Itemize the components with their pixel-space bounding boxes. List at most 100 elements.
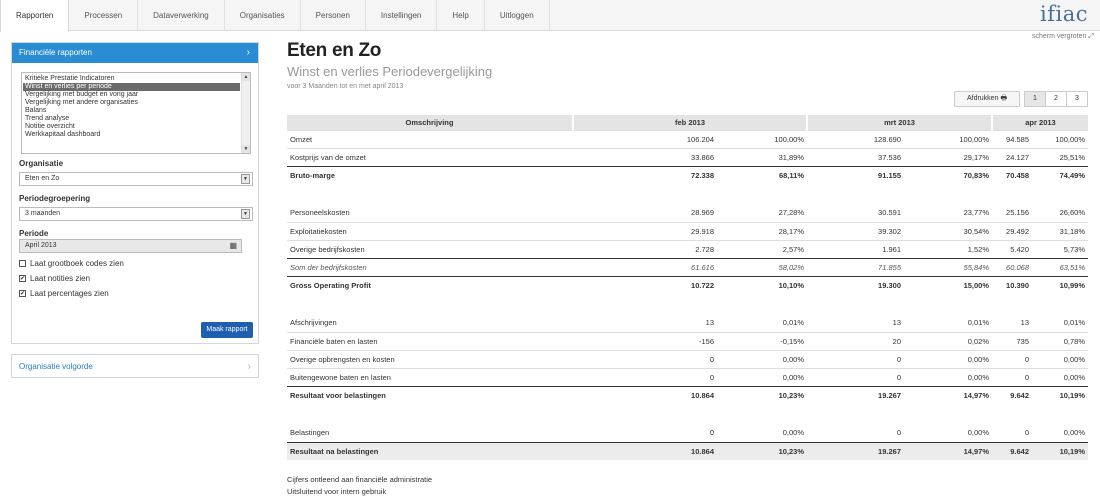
organisatie-volgorde-label: Organisatie volgorde — [19, 362, 93, 371]
nav-processen[interactable]: Processen — [69, 0, 139, 31]
screen-enlarge-link[interactable]: scherm vergroten ⤢ — [1032, 33, 1094, 41]
percent-cell — [1032, 184, 1088, 204]
table-row: Bruto-marge 72.338 68,11% 91.155 70,83% 70.45… — [287, 165, 1088, 184]
table-row: Resultaat voor belastingen 10.864 10,23% 19… — [287, 385, 1088, 404]
checkbox-box[interactable] — [19, 260, 26, 267]
percent-cell: 0,01% — [1063, 318, 1085, 328]
amount-cell: 0 — [896, 428, 901, 438]
row-label: Som der bedrijfskosten — [287, 257, 573, 276]
amount-cell: 9.642 — [992, 441, 1032, 460]
table-row: Resultaat na belastingen 10.864 10,23% 19.2… — [287, 441, 1088, 460]
page-1-button[interactable]: 1 — [1024, 91, 1046, 107]
checkbox-box-checked[interactable]: ✔ — [19, 290, 26, 297]
amount-cell — [992, 404, 1032, 424]
nav-instellingen[interactable]: Instellingen — [366, 0, 438, 31]
row-label: Personeelskosten — [290, 208, 350, 218]
amount-cell: 29.492 — [992, 221, 1032, 240]
nav-personen[interactable]: Personen — [301, 0, 366, 31]
nav-uitloggen[interactable]: Uitloggen — [485, 0, 550, 31]
percent-cell: 0,01% — [782, 318, 804, 328]
amount-cell: 19.267 — [807, 385, 904, 404]
expand-icon: ⤢ — [1088, 33, 1094, 40]
listbox-scrollbar[interactable]: ▲ ▼ — [241, 73, 250, 153]
amount-cell: 33.866 — [573, 147, 717, 166]
amount-cell: 10.390 — [992, 275, 1032, 294]
row-label — [287, 294, 573, 314]
table-row: Buitengewone baten en lasten 0 0,00% 0 0,00%… — [287, 367, 1088, 386]
amount-cell: 0 — [573, 349, 717, 368]
report-item[interactable]: Kritieke Prestatie Indicatoren — [25, 75, 115, 82]
print-label: Afdrukken — [966, 95, 999, 102]
pnl-table: Omschrijving feb 2013 mrt 2013 apr 2013 … — [287, 115, 1088, 460]
scroll-down-icon[interactable]: ▼ — [242, 145, 250, 153]
table-row — [287, 184, 1088, 204]
amount-cell: 30.591 — [878, 208, 901, 218]
report-item[interactable]: Vergelijking met andere organisaties — [25, 99, 138, 106]
percent-cell: 63,51% — [1032, 257, 1088, 276]
periodegroepering-select[interactable]: 3 maanden ▼ — [19, 207, 253, 221]
maak-rapport-button[interactable]: Maak rapport — [201, 322, 253, 338]
dropdown-arrow-icon: ▼ — [241, 209, 250, 219]
checkbox-notities[interactable]: ✔ Laat notities zien — [19, 274, 90, 283]
amount-cell: 10.722 — [573, 275, 717, 294]
nav-rapporten[interactable]: Rapporten — [0, 0, 70, 32]
report-item[interactable]: Vergelijking met budget en vorig jaar — [25, 91, 139, 98]
periode-field[interactable]: April 2013 ▦ — [19, 239, 242, 253]
percent-cell: 70,83% — [904, 165, 992, 184]
page-3-button[interactable]: 3 — [1066, 91, 1088, 107]
percent-cell: 10,23% — [717, 385, 807, 404]
report-sidebar: Financiële rapporten › Kritieke Prestati… — [11, 42, 259, 344]
percent-cell: 2,57% — [717, 239, 807, 258]
periode-value: April 2013 — [25, 242, 57, 249]
checkbox-percentages[interactable]: ✔ Laat percentages zien — [19, 289, 109, 298]
nav-dataverwerking[interactable]: Dataverwerking — [138, 0, 225, 31]
checkbox-grootboek[interactable]: Laat grootboek codes zien — [19, 259, 124, 268]
amount-cell: 91.155 — [807, 165, 904, 184]
percent-cell: -0,15% — [717, 331, 807, 350]
amount-cell — [807, 404, 904, 424]
amount-cell — [807, 294, 904, 314]
amount-cell: 106.204 — [573, 129, 717, 148]
periode-label: Periode — [19, 229, 49, 238]
amount-cell: 2.728 — [573, 239, 717, 258]
amount-cell: 70.458 — [992, 165, 1032, 184]
page-2-button[interactable]: 2 — [1045, 91, 1067, 107]
amount-cell: -156 — [573, 331, 717, 350]
percent-cell: 28,17% — [717, 221, 807, 240]
percent-cell: 27,28% — [778, 208, 804, 218]
checkbox-box-checked[interactable]: ✔ — [19, 275, 26, 282]
report-item-selected[interactable]: Winst en verlies per periode — [23, 83, 240, 91]
organisatie-volgorde-panel[interactable]: Organisatie volgorde › — [11, 354, 259, 378]
financial-reports-header[interactable]: Financiële rapporten › — [12, 43, 258, 63]
amount-cell: 37.536 — [807, 147, 904, 166]
table-row: Overige bedrijfskosten 2.728 2,57% 1.961 1,5… — [287, 239, 1088, 258]
report-item[interactable]: Notitie overzicht — [25, 123, 75, 130]
report-item[interactable]: Werkkapitaal dashboard — [25, 131, 101, 138]
amount-cell: 0 — [573, 367, 717, 386]
table-row: Som der bedrijfskosten 61.616 58,02% 71.855… — [287, 257, 1088, 276]
amount-cell: 10.864 — [573, 441, 717, 460]
amount-cell: 71.855 — [807, 257, 904, 276]
row-label: Overige opbrengsten en kosten — [287, 349, 573, 368]
table-row: Gross Operating Profit 10.722 10,10% 19.300… — [287, 275, 1088, 294]
row-label: Gross Operating Profit — [287, 275, 573, 294]
nav-help[interactable]: Help — [437, 0, 485, 31]
amount-cell: 0 — [807, 349, 904, 368]
calendar-icon[interactable]: ▦ — [229, 241, 237, 250]
amount-cell: 29.918 — [573, 221, 717, 240]
report-item[interactable]: Trend analyse — [25, 115, 70, 122]
organisatie-select[interactable]: Eten en Zo ▼ — [19, 172, 253, 186]
table-row: Exploitatiekosten 29.918 28,17% 39.302 30,54… — [287, 221, 1088, 240]
scroll-up-icon[interactable]: ▲ — [242, 73, 250, 81]
table-row: Kostprijs van de omzet 33.866 31,89% 37.536… — [287, 147, 1088, 166]
percent-cell: 5,73% — [1032, 239, 1088, 258]
report-listbox[interactable]: Kritieke Prestatie Indicatoren Winst en … — [21, 72, 251, 154]
col-mrt-2013: mrt 2013 — [806, 115, 992, 130]
table-row — [287, 294, 1088, 314]
print-button[interactable]: Afdrukken 🖶 — [954, 91, 1020, 107]
nav-organisaties[interactable]: Organisaties — [225, 0, 301, 31]
screen-enlarge-label: scherm vergroten — [1031, 33, 1087, 40]
report-item[interactable]: Balans — [25, 107, 47, 114]
amount-cell: 0 — [992, 367, 1032, 386]
row-label: Kostprijs van de omzet — [287, 147, 573, 166]
